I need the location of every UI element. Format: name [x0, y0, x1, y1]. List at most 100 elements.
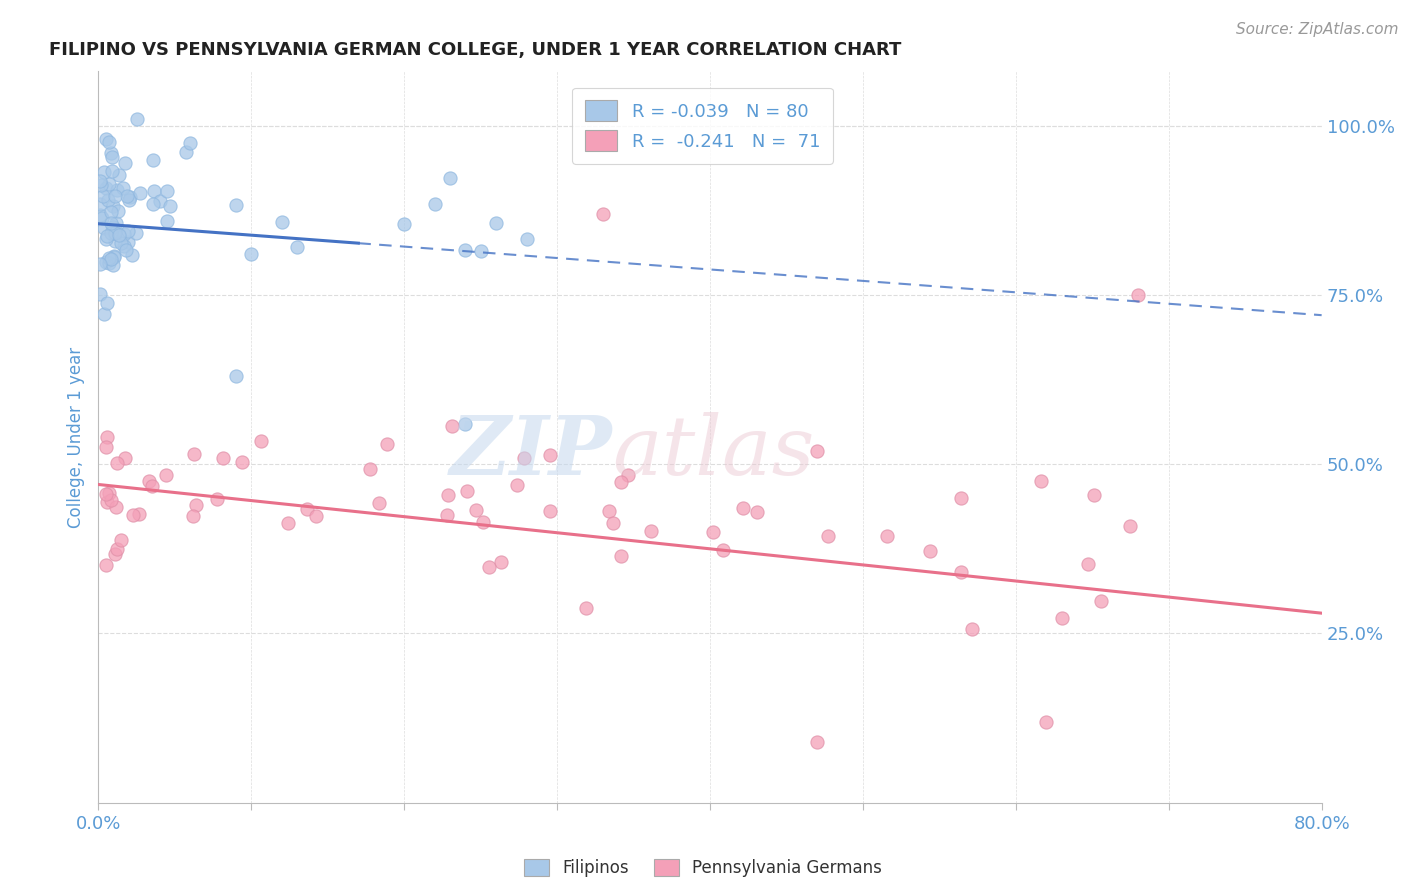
Point — [225, 198, 247, 212]
Point — [104, 227, 127, 241]
Point — [89, 174, 111, 188]
Point — [454, 244, 477, 258]
Point — [250, 434, 273, 449]
Text: ZIP: ZIP — [450, 412, 612, 491]
Point — [97, 177, 120, 191]
Point — [225, 369, 247, 384]
Point — [575, 601, 598, 615]
Point — [114, 451, 136, 466]
Text: atlas: atlas — [612, 412, 814, 491]
Point — [181, 508, 204, 523]
Point — [617, 468, 640, 483]
Point — [437, 488, 460, 502]
Point — [100, 217, 122, 231]
Point — [516, 232, 538, 246]
Point — [731, 501, 754, 516]
Point — [120, 190, 142, 204]
Point — [101, 150, 124, 164]
Point — [104, 188, 127, 202]
Point — [592, 206, 614, 220]
Point — [142, 153, 165, 168]
Point — [103, 250, 125, 264]
Point — [103, 249, 125, 263]
Point — [711, 543, 734, 558]
Point — [100, 145, 122, 160]
Point — [114, 238, 136, 252]
Point — [305, 509, 328, 524]
Point — [100, 252, 122, 266]
Point — [367, 496, 389, 510]
Point — [98, 135, 121, 149]
Point — [1119, 519, 1142, 533]
Point — [108, 227, 131, 242]
Point — [702, 525, 724, 540]
Point — [598, 504, 620, 518]
Point — [436, 508, 458, 522]
Point — [89, 208, 111, 222]
Point — [817, 529, 839, 543]
Point — [89, 197, 111, 211]
Point — [93, 307, 115, 321]
Point — [456, 484, 478, 499]
Point — [142, 184, 165, 198]
Point — [94, 440, 117, 454]
Point — [96, 295, 118, 310]
Point — [949, 491, 972, 505]
Point — [472, 515, 495, 529]
Point — [359, 462, 381, 476]
Point — [97, 193, 120, 207]
Point — [439, 171, 461, 186]
Point — [205, 491, 228, 506]
Point — [104, 234, 127, 248]
Point — [423, 197, 446, 211]
Point — [538, 448, 561, 462]
Point — [108, 168, 131, 182]
Point — [149, 194, 172, 208]
Point — [110, 235, 132, 250]
Point — [91, 188, 114, 202]
Point — [231, 455, 253, 469]
Point — [375, 437, 398, 451]
Point — [174, 145, 197, 159]
Point — [94, 255, 117, 269]
Point — [470, 244, 492, 259]
Point — [105, 542, 128, 557]
Point — [155, 467, 177, 482]
Point — [118, 193, 141, 207]
Point — [918, 544, 941, 558]
Point — [159, 199, 181, 213]
Legend: R = -0.039   N = 80, R =  -0.241   N =  71: R = -0.039 N = 80, R = -0.241 N = 71 — [572, 87, 832, 164]
Point — [98, 256, 121, 270]
Point — [128, 508, 150, 522]
Point — [440, 419, 463, 434]
Point — [96, 430, 118, 444]
Point — [745, 505, 768, 519]
Point — [105, 500, 128, 514]
Text: Source: ZipAtlas.com: Source: ZipAtlas.com — [1236, 22, 1399, 37]
Point — [1050, 611, 1073, 625]
Point — [101, 219, 124, 234]
Point — [1077, 557, 1099, 571]
Point — [156, 185, 179, 199]
Point — [806, 443, 828, 458]
Point — [121, 248, 143, 262]
Point — [186, 499, 208, 513]
Point — [111, 181, 134, 195]
Point — [96, 495, 118, 509]
Point — [94, 558, 117, 572]
Point — [392, 217, 416, 231]
Point — [93, 220, 115, 235]
Point — [485, 216, 508, 230]
Point — [491, 555, 513, 569]
Y-axis label: College, Under 1 year: College, Under 1 year — [66, 346, 84, 528]
Point — [454, 417, 477, 431]
Point — [270, 215, 292, 229]
Point — [950, 566, 973, 580]
Point — [105, 183, 128, 197]
Point — [156, 213, 179, 227]
Point — [103, 258, 125, 272]
Point — [101, 163, 124, 178]
Point — [1090, 594, 1112, 608]
Point — [806, 735, 828, 749]
Point — [285, 240, 308, 254]
